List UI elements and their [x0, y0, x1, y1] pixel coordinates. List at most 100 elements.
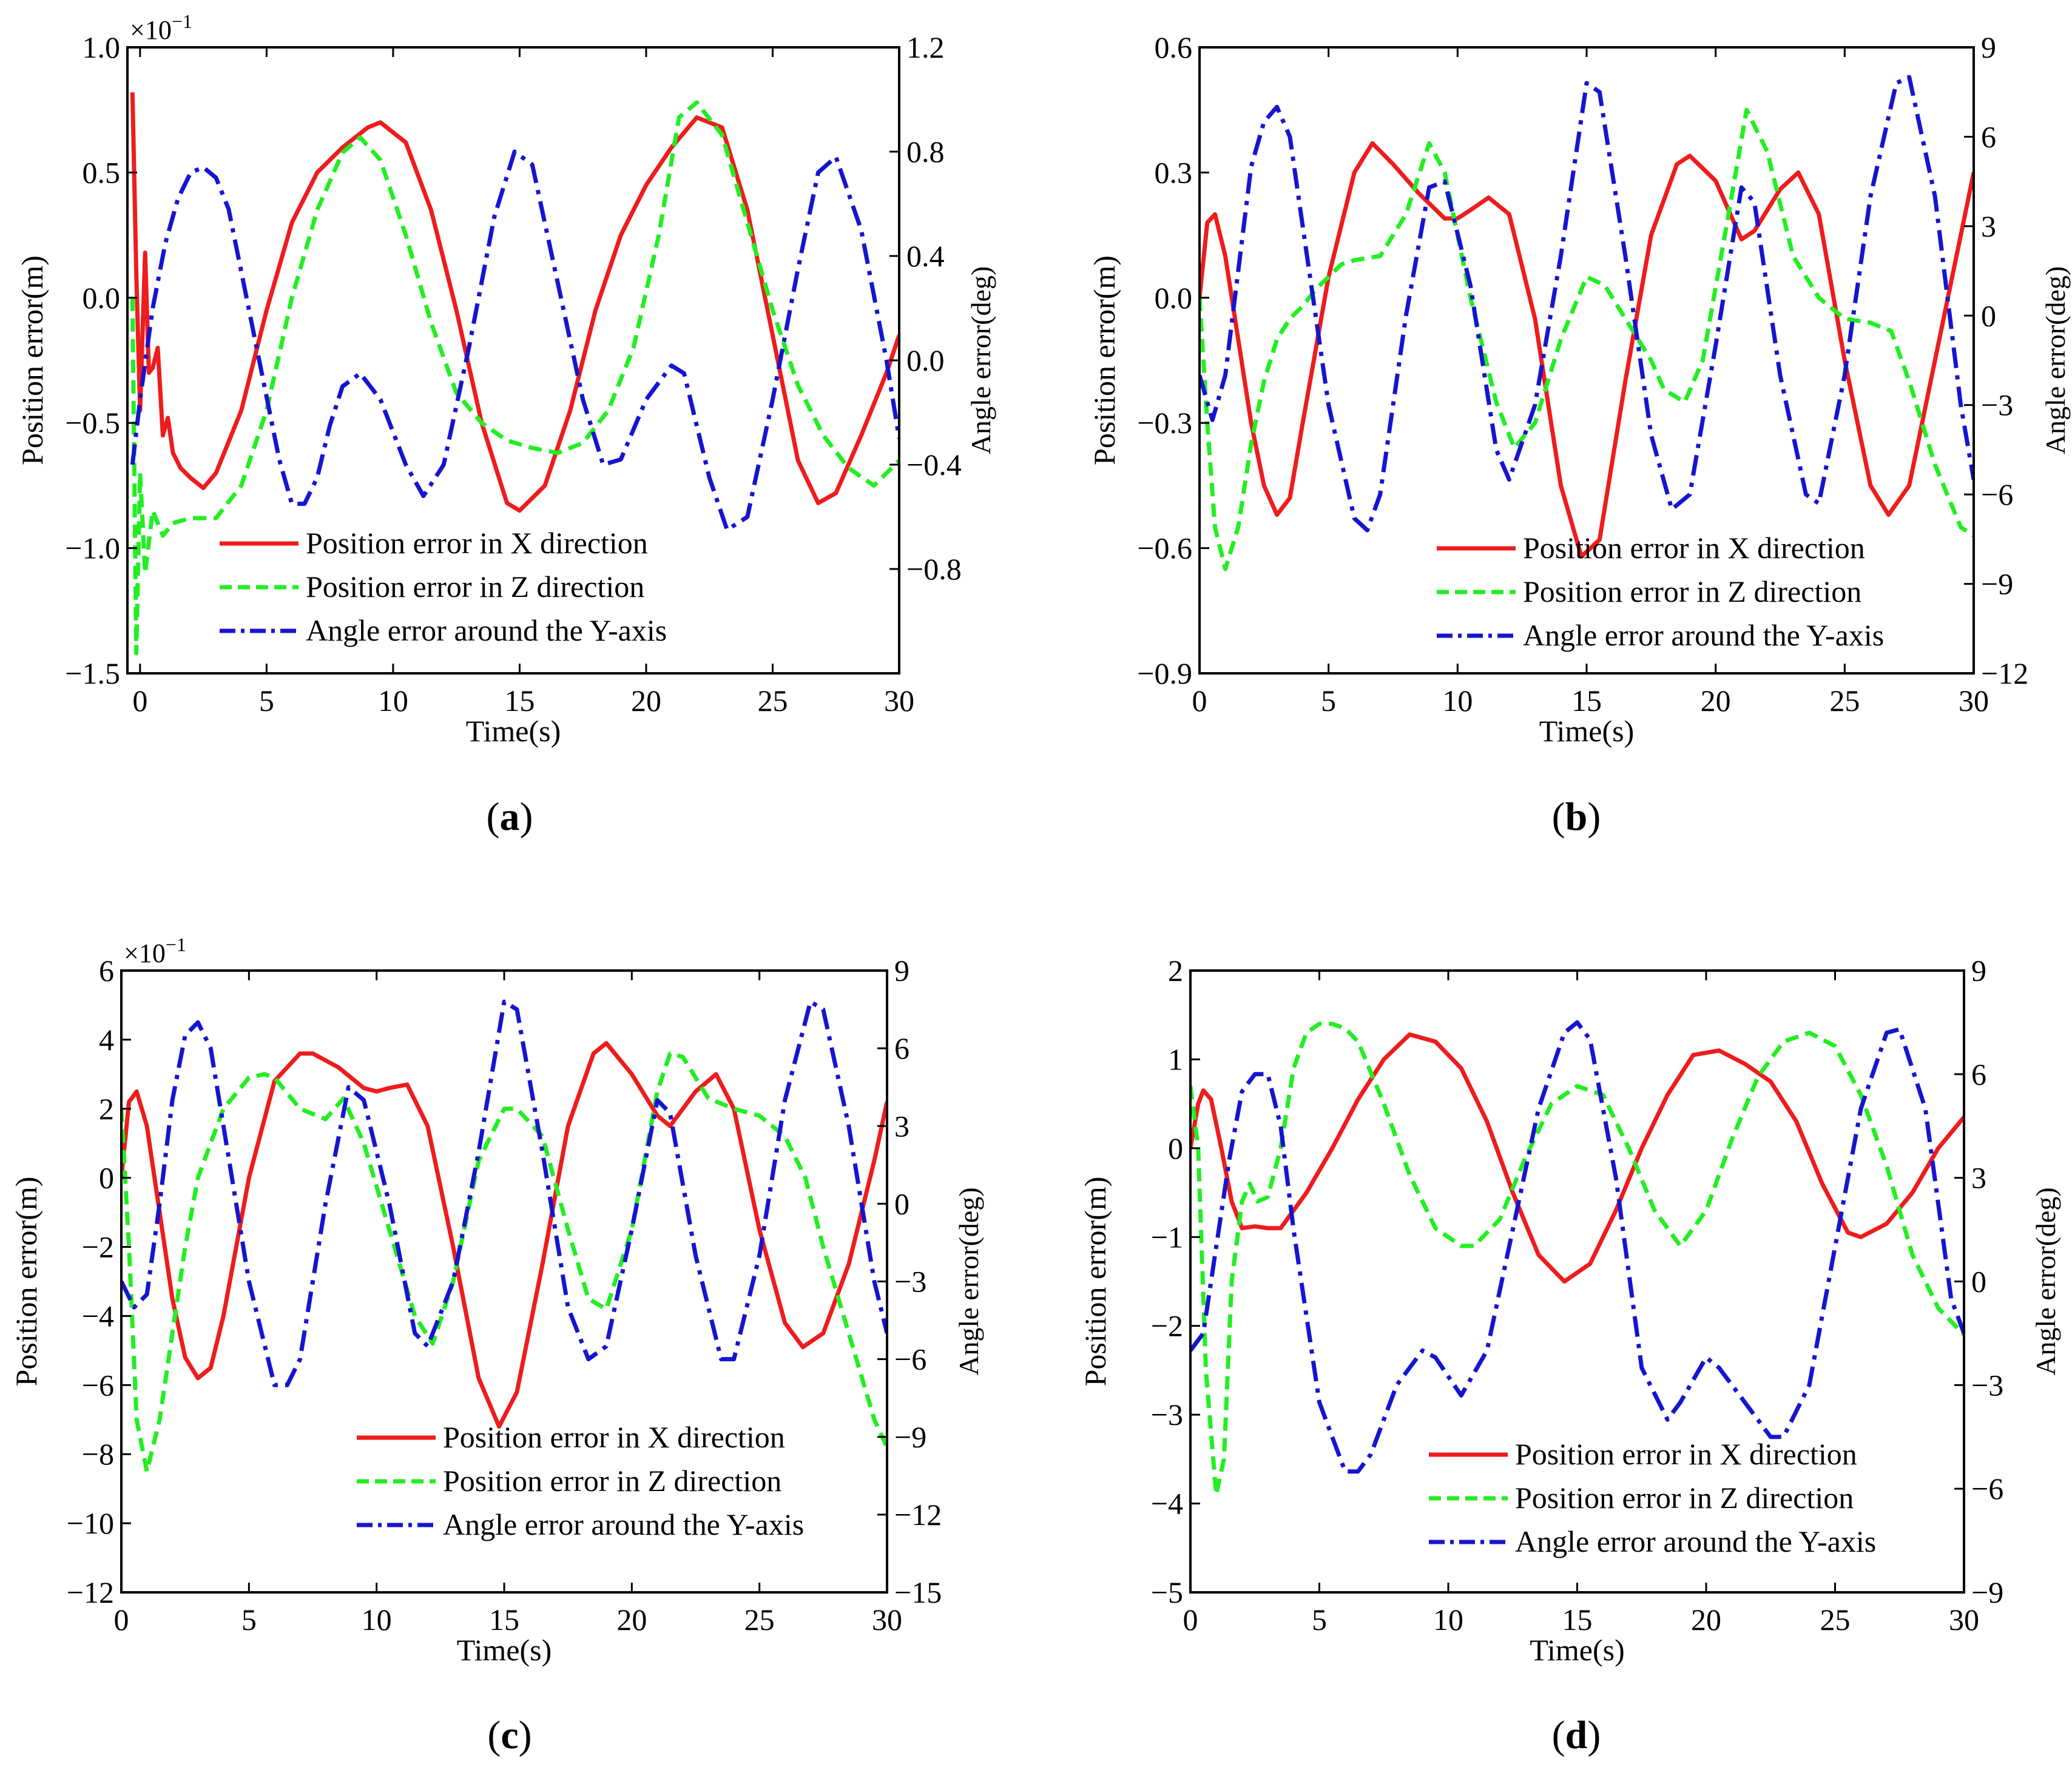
y2-tick-label: 0.8: [906, 135, 945, 169]
y2-tick-label: 0.0: [906, 343, 945, 377]
y-axis-title: Position error(m): [1078, 1177, 1112, 1387]
y-tick-label: 2: [99, 1092, 114, 1126]
series-line-y-a: [130, 149, 899, 532]
y2-tick-label: −9: [1981, 567, 2013, 601]
y-tick-label: −6: [82, 1368, 114, 1402]
y2-axis-title: Angle error(deg): [953, 1187, 984, 1375]
y-tick-label: 4: [99, 1023, 114, 1057]
y2-axis-title: Angle error(deg): [965, 266, 996, 454]
x-tick-label: 25: [744, 1603, 775, 1637]
panel-label-d: (d): [1552, 1713, 1601, 1757]
series-line-z-d: [1190, 1022, 1964, 1497]
x-tick-label: 15: [504, 684, 535, 718]
y-tick-label: −0.5: [65, 406, 120, 440]
legend-label-x: Position error in X direction: [443, 1420, 785, 1454]
y2-tick-label: −9: [894, 1420, 926, 1454]
y2-tick-label: 9: [1971, 954, 1986, 988]
y-tick-label: −8: [82, 1437, 114, 1471]
x-tick-label: 20: [1691, 1603, 1721, 1637]
x-tick-label: 0: [114, 1603, 129, 1637]
legend-label-y: Angle error around the Y-axis: [306, 613, 667, 647]
y2-tick-label: 3: [894, 1109, 909, 1143]
y-tick-label: 0.0: [1155, 281, 1193, 315]
x-tick-label: 15: [1562, 1603, 1593, 1637]
series-line-x-c: [121, 1041, 887, 1429]
x-tick-label: 25: [1820, 1603, 1851, 1637]
y2-axis-title: Angle error(deg): [2030, 1187, 2061, 1375]
y-tick-label: 1.0: [83, 30, 121, 64]
y-tick-label: −2: [82, 1230, 114, 1264]
y2-tick-label: −12: [1981, 656, 2028, 690]
x-tick-label: 30: [1949, 1603, 1979, 1637]
x-tick-label: 15: [489, 1603, 519, 1637]
x-tick-label: 20: [1701, 684, 1731, 718]
y-tick-label: −10: [67, 1506, 114, 1540]
y2-tick-label: −0.4: [906, 448, 962, 482]
y-tick-label: −0.3: [1137, 406, 1192, 440]
x-tick-label: 30: [872, 1603, 902, 1637]
y-tick-label: −1.5: [65, 656, 120, 690]
y-tick-label: −1.0: [65, 531, 120, 565]
y2-tick-label: −9: [1971, 1575, 2003, 1609]
y-tick-label: 0.6: [1155, 30, 1193, 64]
y2-tick-label: 6: [1971, 1057, 1986, 1091]
y2-tick-label: −12: [894, 1498, 942, 1532]
y2-tick-label: 3: [1981, 209, 1996, 243]
chart-panel-a: 0 5 10 15 20 25 30 −1.5 −1.0 −0.5 0.0 0.5 1.0 −0.8 −0.…: [15, 10, 996, 839]
x-tick-label: 0: [1192, 684, 1207, 718]
legend-label-y: Angle error around the Y-axis: [443, 1507, 804, 1541]
x-tick-label: 20: [616, 1603, 647, 1637]
y2-tick-label: 9: [894, 954, 909, 988]
legend-label-y: Angle error around the Y-axis: [1515, 1524, 1876, 1558]
x-tick-label: 5: [259, 684, 274, 718]
y2-axis-title: Angle error(deg): [2040, 266, 2071, 454]
legend-label-x: Position error in X direction: [1515, 1437, 1857, 1471]
axis-multiplier: ×10−1: [124, 934, 186, 968]
y-tick-label: −4: [1151, 1487, 1183, 1521]
y2-tick-label: −3: [894, 1265, 926, 1299]
x-tick-label: 10: [378, 684, 408, 718]
chart-panel-c: 0 5 10 15 20 25 30−12−10−8−6−4−20246−15−12−9−6…: [9, 934, 984, 1757]
y2-tick-label: −15: [894, 1575, 942, 1609]
x-tick-label: 5: [1312, 1603, 1327, 1637]
x-tick-label: 10: [362, 1603, 392, 1637]
y2-tick-label: −3: [1971, 1368, 2003, 1402]
x-tick-label: 25: [1829, 684, 1860, 718]
y2-tick-label: 9: [1981, 30, 1996, 64]
x-tick-label: 30: [1959, 684, 1989, 718]
axis-multiplier: ×10−1: [130, 10, 192, 45]
x-axis-title: Time(s): [1539, 714, 1635, 748]
series-line-x-b: [1200, 141, 1974, 559]
y2-tick-label: 0: [894, 1187, 909, 1220]
chart-panel-b: 0 5 10 15 20 25 30−0.9−0.6−0.30.00.30.6−12−9−6…: [1087, 30, 2071, 839]
series-line-x-a: [130, 92, 899, 513]
y2-tick-label: −6: [894, 1342, 926, 1376]
y-tick-label: −3: [1151, 1398, 1183, 1432]
x-tick-label: 15: [1571, 684, 1602, 718]
x-axis-title: Time(s): [466, 714, 561, 748]
y2-tick-label: 3: [1971, 1161, 1986, 1195]
series-line-z-c: [121, 1051, 887, 1474]
y2-tick-label: 6: [1981, 120, 1996, 153]
y-tick-label: 0.0: [83, 281, 121, 315]
chart-panel-d: 0 5 10 15 20 25 30 −5 −4 −3 −2 −1 0 1 2 −9 −6 −3 0 3 6 9 Time(…: [1078, 954, 2061, 1757]
series-line-y-b: [1200, 75, 1974, 533]
y-tick-label: 0.3: [1155, 155, 1193, 189]
x-tick-label: 5: [1321, 684, 1336, 718]
panel-label-a: (a): [487, 795, 533, 839]
panel-label-c: (c): [487, 1713, 531, 1757]
y2-tick-label: 0.4: [906, 239, 945, 273]
y2-tick-label: −0.8: [906, 552, 962, 586]
y-tick-label: 2: [1168, 954, 1183, 988]
series-line-z-b: [1200, 107, 1974, 571]
series-line-y-d: [1190, 1020, 1964, 1474]
x-tick-label: 20: [631, 684, 661, 718]
series-line-x-d: [1190, 1032, 1964, 1284]
legend-label-z: Position error in Z direction: [443, 1464, 781, 1498]
legend-label-x: Position error in X direction: [1523, 531, 1865, 565]
y-axis-title: Position error(m): [1087, 255, 1121, 465]
y-tick-label: −2: [1151, 1309, 1183, 1343]
y2-tick-label: 0: [1981, 298, 1996, 332]
